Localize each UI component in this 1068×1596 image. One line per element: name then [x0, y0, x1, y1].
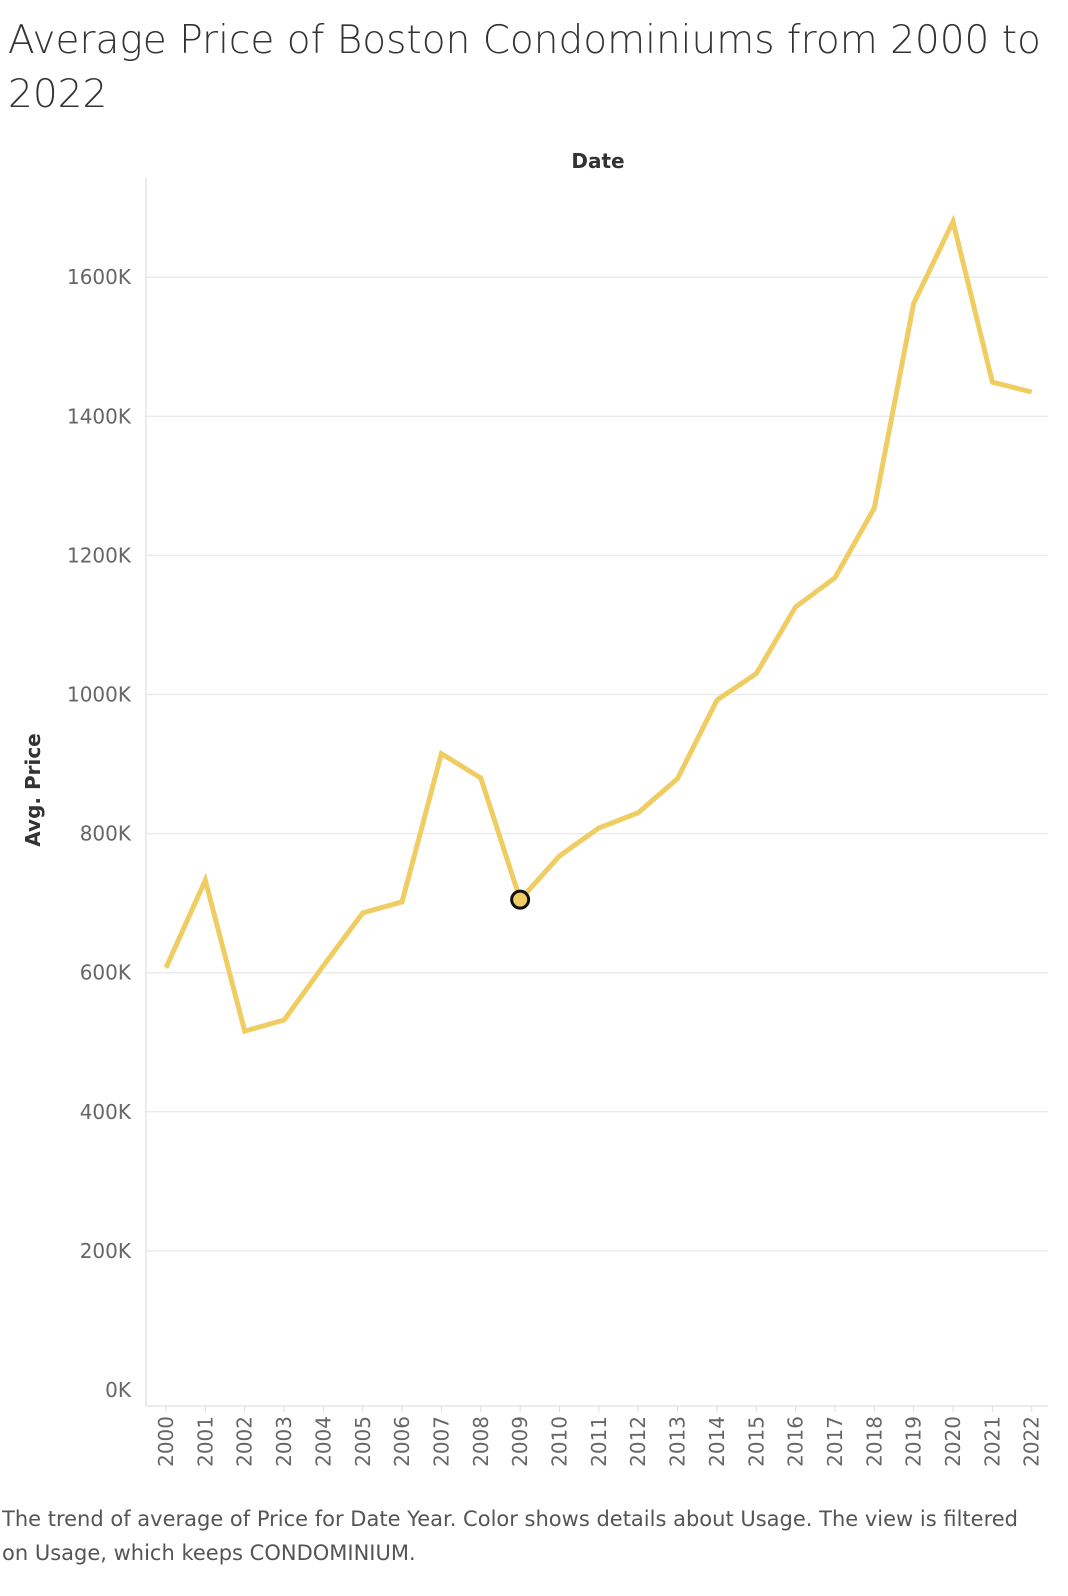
y-axis-ticks: 0K 200K 400K 600K 800K 1000K 1200K 1400K 1600K	[67, 265, 132, 1402]
y-tick-label: 0K	[105, 1378, 132, 1402]
x-tick-label: 2004	[311, 1416, 335, 1467]
x-tick-label: 2012	[626, 1416, 650, 1467]
y-tick-label: 1000K	[67, 683, 132, 707]
x-tick-label: 2006	[390, 1416, 414, 1467]
x-tick-label: 2009	[508, 1416, 532, 1467]
y-tick-label: 1200K	[67, 543, 132, 567]
x-tick-label: 2008	[469, 1416, 493, 1467]
y-tick-label: 800K	[80, 822, 132, 846]
x-tick-label: 2002	[233, 1416, 257, 1467]
x-axis-label: Date	[571, 149, 624, 173]
y-axis-label: Avg. Price	[21, 733, 45, 846]
y-tick-label: 200K	[80, 1239, 132, 1263]
x-axis-ticks: 2000 2001 2002 2003 2004 2005 2006 2007 2008 2009…	[154, 1406, 1044, 1467]
gridlines	[146, 276, 1048, 1252]
y-tick-label: 1400K	[67, 404, 132, 428]
x-tick-label: 2019	[902, 1416, 926, 1467]
x-tick-label: 2020	[941, 1416, 965, 1467]
x-tick-label: 2014	[705, 1416, 729, 1467]
y-tick-label: 600K	[80, 961, 132, 985]
x-tick-label: 2000	[154, 1416, 178, 1467]
highlighted-point	[510, 889, 531, 910]
x-tick-label: 2005	[351, 1416, 375, 1467]
series-line-0	[163, 214, 1033, 1035]
chart-title: Average Price of Boston Condominiums fro…	[8, 18, 1041, 117]
x-tick-label: 2021	[980, 1416, 1004, 1467]
x-tick-label: 2022	[1020, 1416, 1044, 1467]
series	[163, 214, 1033, 1035]
x-tick-label: 2016	[784, 1416, 808, 1467]
line-chart: 0K 200K 400K 600K 800K 1000K 1200K 1400K 1600K 2…	[21, 149, 1048, 1467]
x-tick-label: 2015	[744, 1416, 768, 1467]
chart-area: 0K 200K 400K 600K 800K 1000K 1200K 1400K 1600K 2…	[0, 140, 1068, 1500]
x-tick-label: 2013	[666, 1416, 690, 1467]
axes	[145, 178, 1048, 1407]
x-tick-label: 2017	[823, 1416, 847, 1467]
x-tick-label: 2010	[548, 1416, 572, 1467]
x-tick-label: 2007	[429, 1416, 453, 1467]
chart-caption: The trend of average of Price for Date Y…	[2, 1507, 1018, 1565]
x-tick-label: 2011	[587, 1416, 611, 1467]
x-tick-label: 2001	[193, 1416, 217, 1467]
y-tick-label: 400K	[80, 1100, 132, 1124]
x-tick-label: 2018	[862, 1416, 886, 1467]
x-tick-label: 2003	[272, 1416, 296, 1467]
y-tick-label: 1600K	[67, 265, 132, 289]
